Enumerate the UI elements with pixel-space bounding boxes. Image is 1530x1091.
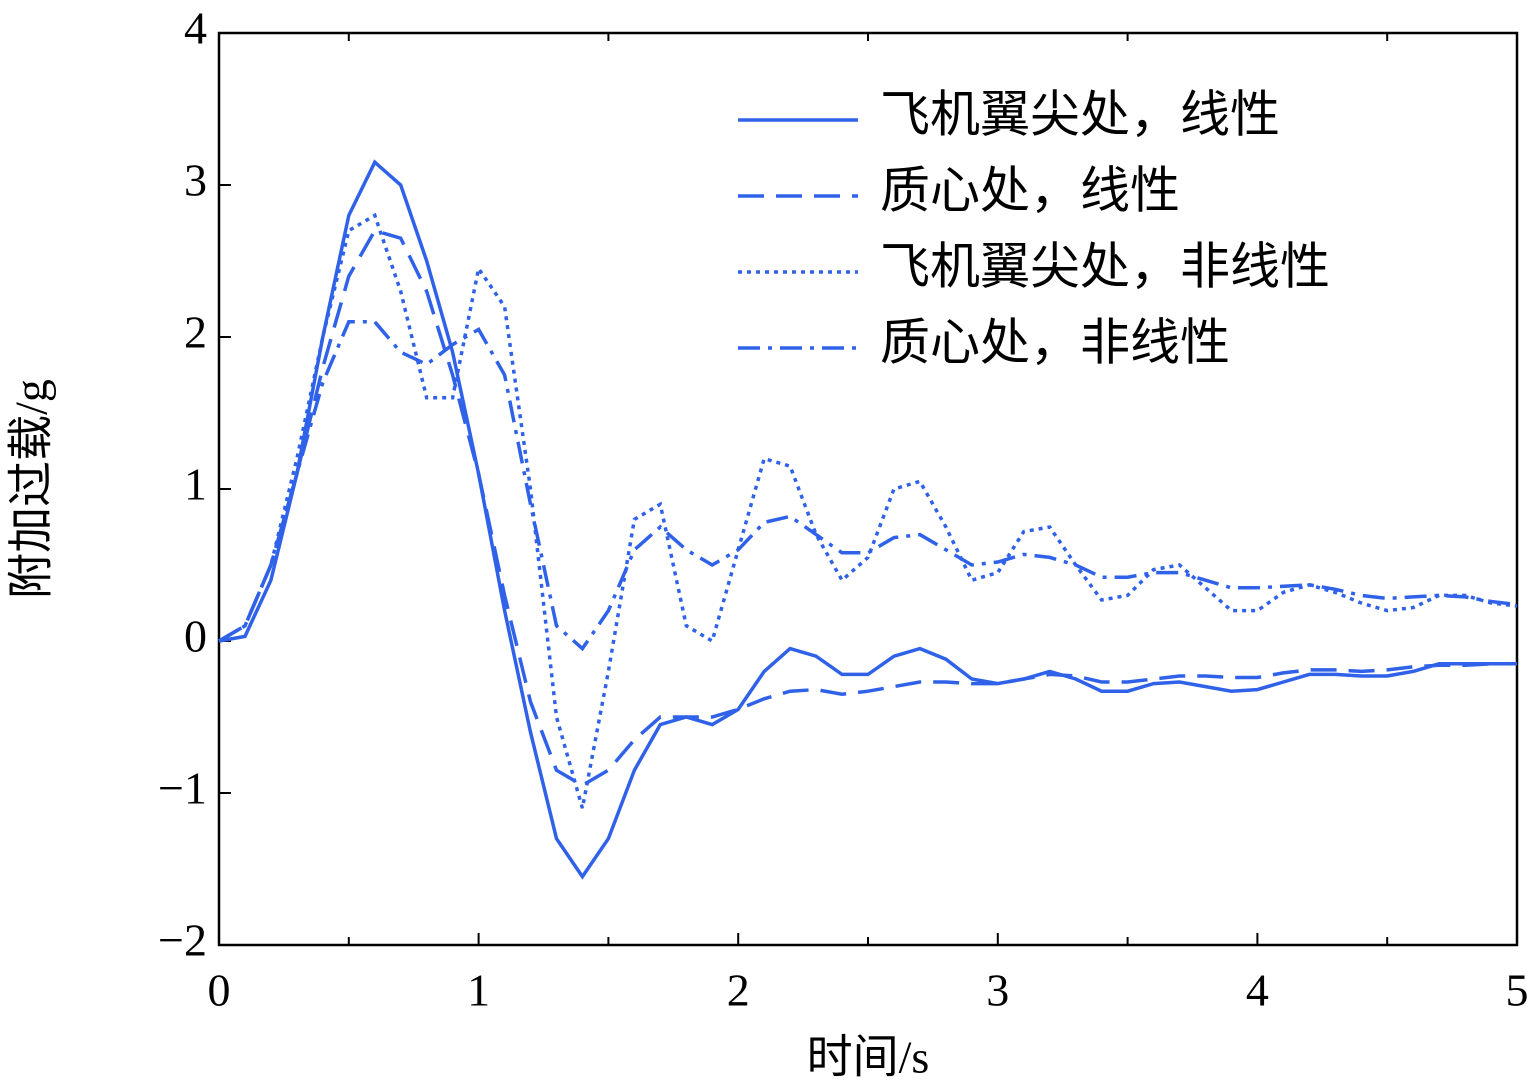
x-tick-label: 1	[467, 965, 490, 1016]
legend-label: 飞机翼尖处，非线性	[880, 238, 1330, 294]
legend-label: 质心处，线性	[880, 162, 1180, 218]
legend-label: 飞机翼尖处，线性	[880, 86, 1280, 142]
x-tick-label: 4	[1246, 965, 1269, 1016]
data-line	[218, 320, 1518, 652]
y-tick-label: 0	[184, 611, 207, 662]
y-tick-label: 3	[184, 155, 207, 206]
y-tick-label: 4	[184, 3, 207, 54]
x-tick-label: 5	[1506, 965, 1529, 1016]
legend-label: 质心处，非线性	[880, 314, 1230, 370]
x-tick-label: 3	[986, 965, 1009, 1016]
y-tick-label: −1	[158, 763, 207, 814]
y-tick-label: 2	[184, 307, 207, 358]
plot-frame	[217, 31, 1519, 947]
data-line	[218, 212, 1518, 809]
data-line	[218, 159, 1517, 880]
x-tick-label: 0	[208, 965, 231, 1016]
x-axis-label: 时间/s	[807, 1032, 930, 1083]
x-tick-label: 2	[727, 965, 750, 1016]
data-line	[218, 228, 1517, 788]
y-tick-label: −2	[158, 915, 207, 966]
y-tick-label: 1	[184, 459, 207, 510]
y-axis-label: 附加过载/g	[6, 379, 57, 599]
